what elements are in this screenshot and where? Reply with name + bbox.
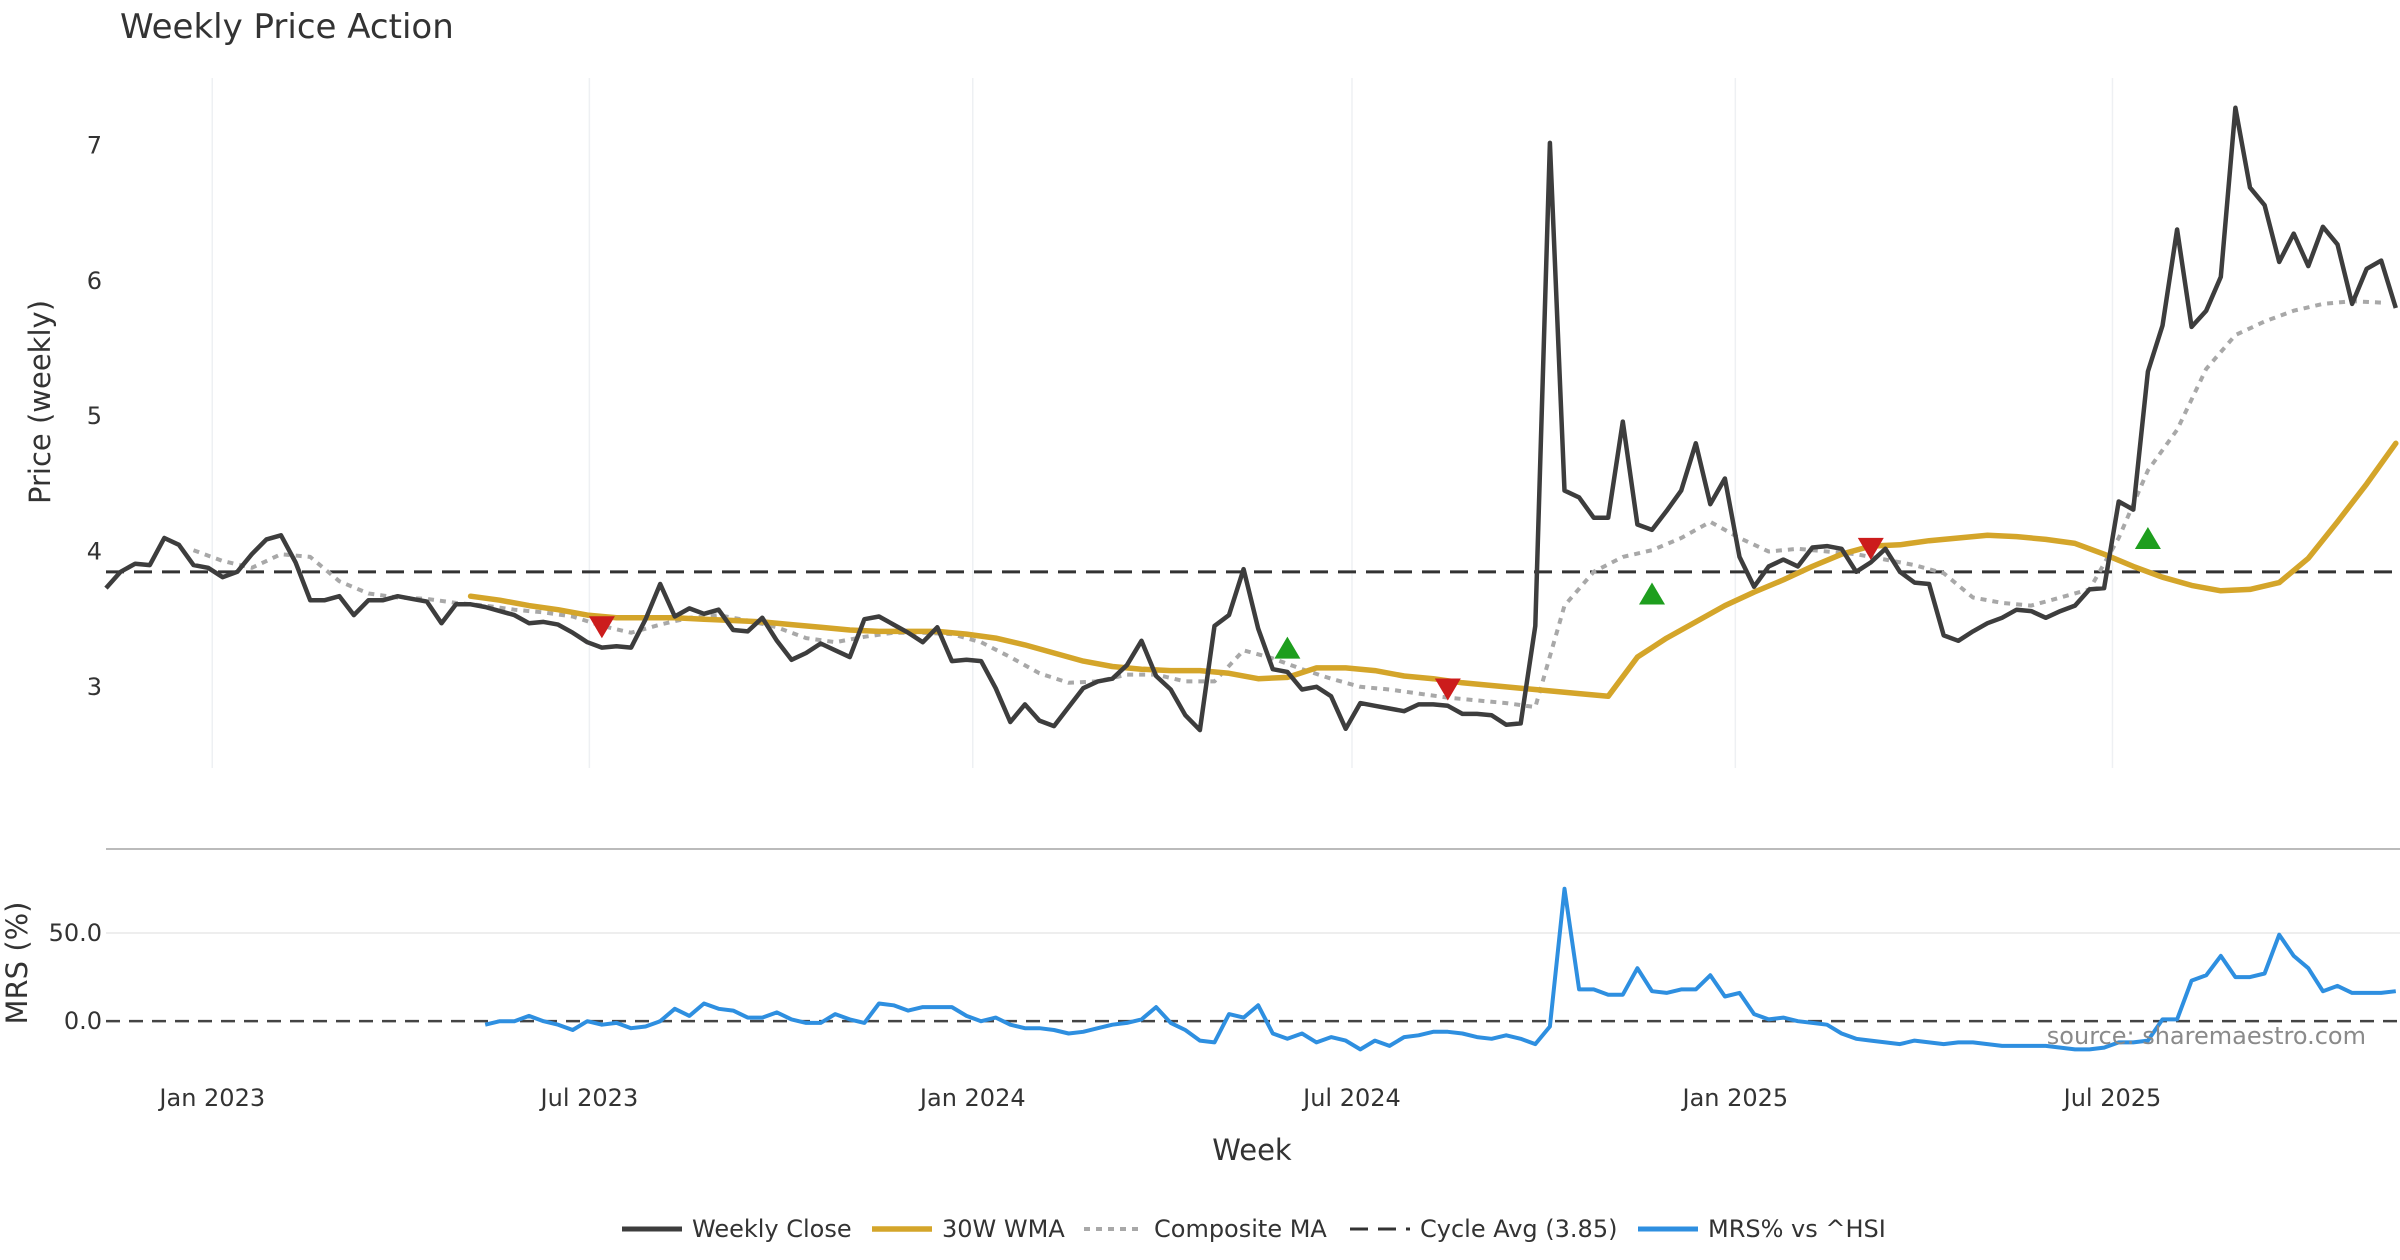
mrs-gridlines <box>106 932 2400 1023</box>
chart-title: Weekly Price Action <box>120 7 454 47</box>
legend-label-cycle-avg-3-85: Cycle Avg (3.85) <box>1420 1215 1617 1243</box>
legend-label-weekly-close: Weekly Close <box>692 1215 852 1243</box>
mrs-y-tick-label: 50.0 <box>49 919 102 947</box>
source-watermark: source: sharemaestro.com <box>2047 1022 2366 1050</box>
legend-label-30w-wma: 30W WMA <box>942 1215 1065 1243</box>
x-tick-label: Jul 2023 <box>539 1084 639 1112</box>
series-composite-ma <box>192 299 2382 710</box>
legend-label-mrs-vs-hsi: MRS% vs ^HSI <box>1708 1215 1886 1243</box>
buy-signal-marker <box>1639 582 1666 605</box>
legend-label-composite-ma: Composite MA <box>1154 1215 1327 1243</box>
price-y-tick-label: 5 <box>87 402 102 430</box>
price-gridlines <box>211 78 2114 768</box>
price-y-axis-ticks: 3 4 5 6 7 <box>87 132 102 701</box>
price-y-tick-label: 6 <box>87 267 102 295</box>
price-y-tick-label: 7 <box>87 132 102 160</box>
sell-signal-marker <box>588 616 615 639</box>
signal-markers <box>588 527 2161 701</box>
series-mrs-vs-hsi <box>484 886 2397 1052</box>
price-y-tick-label: 4 <box>87 538 102 566</box>
price-y-axis-label: Price (weekly) <box>23 300 57 504</box>
x-tick-label: Jul 2024 <box>1301 1084 1401 1112</box>
sell-signal-marker <box>1434 678 1461 701</box>
x-tick-label: Jul 2025 <box>2062 1084 2162 1112</box>
price-y-tick-label: 3 <box>87 673 102 701</box>
series-30w-wma <box>467 440 2399 700</box>
sell-signal-marker <box>1857 537 1884 560</box>
x-tick-label: Jan 2023 <box>157 1084 265 1112</box>
mrs-y-tick-label: 0.0 <box>64 1007 102 1035</box>
x-tick-label: Jan 2025 <box>1680 1084 1788 1112</box>
buy-signal-marker <box>1274 636 1301 659</box>
mrs-series-group <box>484 886 2397 1052</box>
series-weekly-close <box>104 105 2398 733</box>
mrs-y-axis-label: MRS (%) <box>0 902 34 1025</box>
x-tick-label: Jan 2024 <box>918 1084 1026 1112</box>
buy-signal-marker <box>2134 527 2161 549</box>
mrs-y-axis-ticks: 0.0 50.0 <box>49 919 102 1035</box>
x-axis-label: Week <box>1212 1133 1292 1167</box>
x-axis-ticks: Jan 2023 Jul 2023 Jan 2024 Jul 2024 Jan 2025… <box>157 1084 2161 1112</box>
chart-legend: Weekly Close 30W WMA Composite MA Cycle Avg… <box>622 1215 1886 1243</box>
price-series-group <box>104 105 2400 733</box>
